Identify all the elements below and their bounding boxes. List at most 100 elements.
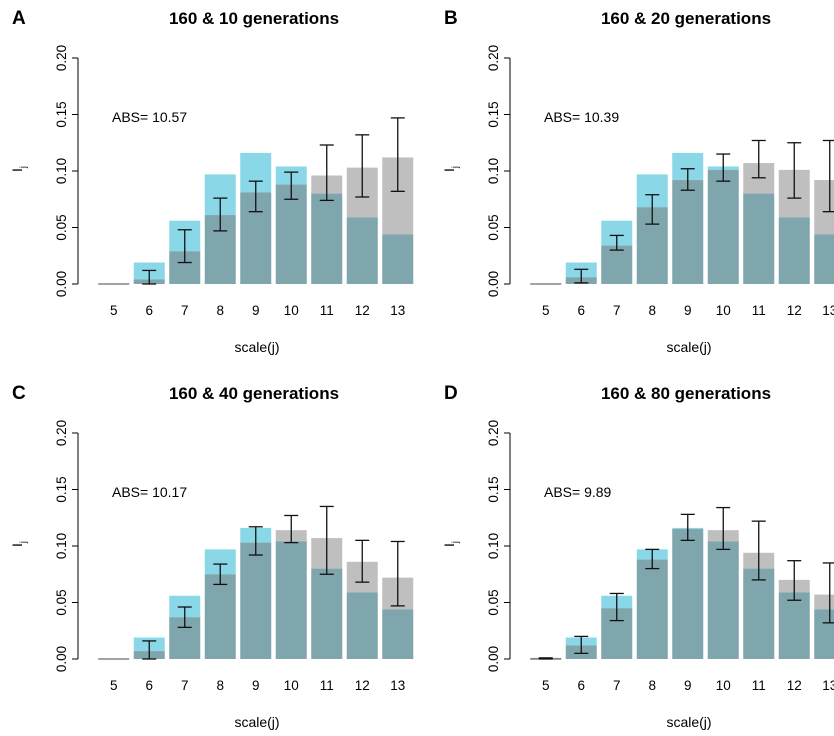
y-axis-label-sub: j: [18, 166, 28, 169]
x-tick-label: 9: [684, 678, 692, 693]
y-tick-label: 0.10: [486, 533, 501, 559]
x-tick-label: 5: [110, 303, 118, 318]
y-tick-label: 0.15: [486, 476, 501, 502]
abs-annotation: ABS= 10.39: [544, 109, 619, 125]
panel-letter: A: [12, 8, 26, 29]
x-tick-label: 9: [684, 303, 692, 318]
y-tick-label: 0.05: [54, 589, 69, 615]
overlap-bar: [382, 234, 414, 284]
x-tick-label: 7: [613, 678, 621, 693]
y-axis-label-main: I: [9, 543, 25, 547]
overlap-bar: [707, 169, 739, 284]
overlap-bar: [743, 193, 775, 284]
overlap-bar: [778, 217, 810, 284]
x-tick-label: 10: [284, 678, 299, 693]
overlap-bar: [275, 541, 307, 659]
simulated-bar: [814, 180, 834, 235]
overlap-bar: [204, 574, 236, 659]
y-axis-label-sub: j: [18, 541, 28, 544]
overlap-bar: [240, 542, 272, 659]
y-axis-label-main: I: [441, 543, 457, 547]
y-tick-label: 0.20: [54, 420, 69, 446]
y-axis-label: Ij: [9, 166, 28, 172]
x-tick-label: 8: [648, 678, 656, 693]
x-tick-label: 5: [542, 678, 550, 693]
x-tick-label: 11: [752, 303, 766, 318]
overlap-bar: [311, 568, 343, 659]
overlap-bar: [636, 559, 668, 659]
x-tick-label: 6: [577, 678, 585, 693]
y-axis-label-sub: j: [450, 166, 460, 169]
y-tick-label: 0.05: [486, 214, 501, 240]
x-tick-label: 11: [320, 303, 334, 318]
overlap-bar: [672, 180, 704, 284]
simulated-bar: [814, 594, 834, 610]
x-tick-label: 6: [145, 303, 153, 318]
x-tick-label: 10: [716, 678, 731, 693]
x-tick-label: 12: [787, 678, 802, 693]
y-tick-label: 0.20: [486, 420, 501, 446]
x-tick-label: 5: [542, 303, 550, 318]
x-axis-label: scale(j): [234, 714, 279, 730]
y-tick-label: 0.20: [486, 45, 501, 71]
chart-title: 160 & 80 generations: [601, 384, 771, 403]
chart-panel-a: A 160 & 10 generations 0.00 0.05 0.10 0.15 0.2…: [9, 8, 414, 355]
x-tick-label: 6: [577, 303, 585, 318]
chart-panel-d: D 160 & 80 generations 0.00 0.05 0.10 0.15 0.2…: [441, 383, 834, 730]
x-tick-label: 13: [390, 678, 405, 693]
chart-title: 160 & 40 generations: [169, 384, 339, 403]
x-tick-label: 6: [145, 678, 153, 693]
x-tick-label: 8: [648, 303, 656, 318]
y-tick-label: 0.05: [486, 589, 501, 615]
y-tick-label: 0.15: [54, 476, 69, 502]
x-axis-label: scale(j): [666, 339, 711, 355]
panel-letter: C: [12, 383, 26, 404]
x-axis-label: scale(j): [234, 339, 279, 355]
y-tick-label: 0.00: [486, 646, 501, 672]
x-tick-label: 8: [216, 678, 224, 693]
x-axis-label: scale(j): [666, 714, 711, 730]
overlap-bar: [311, 193, 343, 284]
overlap-bar: [743, 568, 775, 659]
y-axis-label-main: I: [441, 168, 457, 172]
y-axis-label: Ij: [441, 166, 460, 172]
x-tick-label: 9: [252, 678, 260, 693]
y-tick-label: 0.20: [54, 45, 69, 71]
x-tick-label: 7: [181, 678, 189, 693]
chart-panel-b: B 160 & 20 generations 0.00 0.05 0.10 0.15 0.2…: [441, 8, 834, 355]
overlap-bar: [778, 592, 810, 659]
y-tick-label: 0.05: [54, 214, 69, 240]
chart-title: 160 & 20 generations: [601, 9, 771, 28]
overlap-bar: [814, 609, 834, 659]
abs-annotation: ABS= 10.17: [112, 484, 187, 500]
x-tick-label: 13: [822, 303, 834, 318]
y-axis-label: Ij: [441, 541, 460, 547]
x-tick-label: 7: [181, 303, 189, 318]
y-tick-label: 0.15: [54, 101, 69, 127]
y-tick-label: 0.00: [54, 271, 69, 297]
x-tick-label: 13: [822, 678, 834, 693]
overlap-bar: [601, 245, 633, 284]
y-tick-label: 0.00: [486, 271, 501, 297]
overlap-bar: [814, 234, 834, 284]
x-tick-label: 8: [216, 303, 224, 318]
x-tick-label: 13: [390, 303, 405, 318]
y-tick-label: 0.10: [54, 533, 69, 559]
x-tick-label: 11: [752, 678, 766, 693]
x-tick-label: 12: [355, 678, 370, 693]
chart-title: 160 & 10 generations: [169, 9, 339, 28]
overlap-bar: [275, 184, 307, 284]
x-tick-label: 7: [613, 303, 621, 318]
overlap-bar: [346, 592, 378, 659]
chart-panel-c: C 160 & 40 generations 0.00 0.05 0.10 0.15 0.2…: [9, 383, 414, 730]
overlap-bar: [382, 609, 414, 659]
y-tick-label: 0.00: [54, 646, 69, 672]
panel-letter: D: [444, 383, 458, 404]
y-tick-label: 0.10: [54, 158, 69, 184]
y-axis-label: Ij: [9, 541, 28, 547]
x-tick-label: 11: [320, 678, 334, 693]
y-axis-label-sub: j: [450, 541, 460, 544]
x-tick-label: 9: [252, 303, 260, 318]
abs-annotation: ABS= 9.89: [544, 484, 612, 500]
